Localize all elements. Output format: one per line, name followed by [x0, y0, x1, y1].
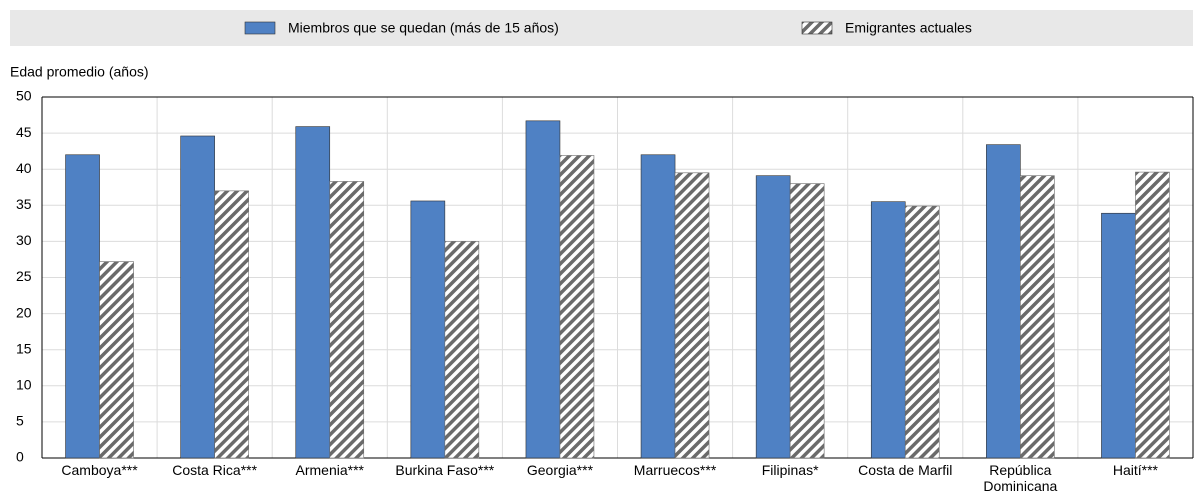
y-tick-label: 10 — [16, 377, 32, 393]
y-tick-label: 5 — [16, 413, 24, 429]
bar — [986, 144, 1021, 459]
y-tick-label: 50 — [16, 88, 32, 104]
bar — [559, 155, 595, 459]
bar — [755, 175, 791, 459]
bar — [214, 190, 249, 459]
bar — [640, 154, 676, 459]
bar — [444, 241, 480, 459]
x-tick-label: Filipinas* — [761, 462, 819, 478]
bar — [329, 181, 365, 459]
legend-label: Miembros que se quedan (más de 15 años) — [288, 20, 559, 36]
x-tick-label: Haití*** — [1112, 462, 1158, 478]
y-tick-label: 40 — [16, 160, 32, 176]
y-tick-label: 45 — [16, 124, 32, 140]
bar — [1135, 171, 1170, 459]
legend-label: Emigrantes actuales — [845, 20, 972, 36]
bar — [180, 135, 215, 459]
bar — [410, 200, 446, 459]
legend-box — [10, 10, 1193, 46]
y-tick-label: 30 — [16, 232, 32, 248]
bar — [1101, 212, 1136, 459]
legend-swatch — [801, 21, 833, 35]
y-axis-label: Edad promedio (años) — [10, 64, 149, 80]
y-tick-label: 20 — [16, 304, 32, 320]
y-tick-label: 15 — [16, 340, 32, 356]
x-tick-label: Marruecos*** — [633, 462, 717, 478]
bar — [65, 154, 100, 459]
y-tick-label: 0 — [16, 449, 24, 465]
x-tick-label: Costa Rica*** — [172, 462, 258, 478]
bar — [525, 120, 561, 459]
bar — [295, 126, 331, 459]
y-tick-label: 25 — [16, 268, 32, 284]
bar — [1020, 175, 1055, 459]
bar — [904, 205, 940, 459]
bar — [99, 261, 134, 459]
x-tick-label: Armenia*** — [295, 462, 364, 478]
y-tick-label: 35 — [16, 196, 32, 212]
legend-swatch — [244, 21, 276, 35]
x-tick-label: Camboya*** — [61, 462, 138, 478]
x-tick-label: Burkina Faso*** — [395, 462, 495, 478]
x-tick-label: Costa de Marfil — [858, 462, 953, 478]
x-tick-label: República Dominicana — [983, 462, 1058, 494]
bar — [674, 172, 710, 459]
bar — [789, 183, 825, 459]
bar — [870, 201, 906, 459]
x-tick-label: Georgia*** — [526, 462, 594, 478]
